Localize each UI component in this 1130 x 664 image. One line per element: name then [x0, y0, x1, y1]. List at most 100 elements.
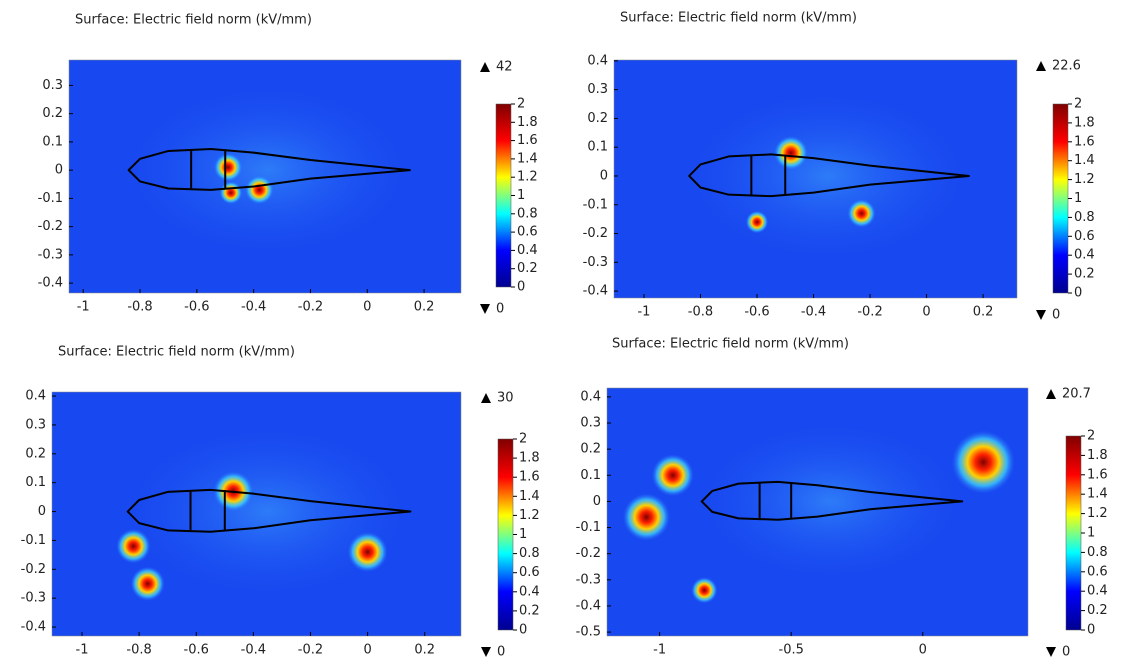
x-tick-label: 0 [363, 643, 371, 658]
max-label: 22.6 [1052, 59, 1081, 74]
plot-frame [68, 59, 462, 294]
y-tick-label: 0 [38, 504, 46, 519]
x-tick-label: -0.2 [298, 643, 323, 658]
colorbar [495, 103, 512, 288]
y-tick-label: -0.3 [576, 572, 601, 587]
panel: Surface: Electric field norm (kV/mm) -1 -0… [583, 11, 1095, 323]
y-tick-label: -0.1 [38, 191, 63, 206]
airfoil-outline [127, 147, 411, 191]
colorbar [497, 438, 514, 631]
y-tick-label: -0.1 [21, 533, 46, 548]
airfoil-outline [700, 480, 964, 521]
colorbar-tick-label: 0.6 [519, 565, 540, 580]
y-tick-label: -0.1 [576, 520, 601, 535]
y-tick-label: 0.1 [42, 134, 63, 149]
x-tick-label: 0 [363, 300, 371, 315]
y-tick-label: 0.3 [42, 78, 63, 93]
y-tick-label: 0.2 [580, 442, 601, 457]
y-tick-label: 0.2 [25, 446, 46, 461]
y-tick-label: 0.1 [580, 468, 601, 483]
x-tick-label: -1 [77, 300, 90, 315]
max-marker [1046, 389, 1056, 399]
colorbar-tick-label: 0.6 [517, 225, 538, 240]
colorbar-tick-label: 0 [517, 280, 525, 295]
colorbar-tick-label: 1.4 [517, 151, 538, 166]
y-tick-label: 0.2 [42, 106, 63, 121]
x-tick-label: -0.8 [127, 300, 152, 315]
colorbar-tick-label: 1.6 [1087, 467, 1108, 482]
field-halo [672, 82, 984, 270]
y-tick-label: 0 [593, 494, 601, 509]
min-label: 0 [497, 645, 505, 660]
x-tick-label: -0.5 [779, 643, 804, 658]
field-hotspot [116, 529, 151, 564]
colorbar-tick-label: 1 [517, 188, 525, 203]
field-halo [111, 76, 425, 264]
colorbar-tick-label: 1.2 [517, 170, 538, 185]
y-tick-label: -0.1 [583, 197, 608, 212]
panel: Surface: Electric field norm (kV/mm) -1 -0… [576, 337, 1108, 660]
x-tick-label: -0.8 [688, 305, 713, 320]
y-tick-label: 0.3 [580, 416, 601, 431]
colorbar-tick-label: 1.2 [1087, 506, 1108, 521]
x-tick-label: 0.2 [973, 305, 994, 320]
colorbar-tick-label: 1 [1087, 526, 1095, 541]
colorbar-tick-label: 0.8 [1087, 545, 1108, 560]
colorbar-tick-label: 0 [1074, 286, 1082, 301]
plot-frame [613, 59, 1018, 299]
field-halo [685, 414, 976, 589]
colorbar-tick-label: 0.6 [1074, 229, 1095, 244]
x-tick-label: -0.6 [184, 643, 209, 658]
y-tick-label: 0.4 [25, 389, 46, 404]
colorbar-tick-label: 1.6 [519, 470, 540, 485]
colorbar-tick-label: 1.8 [517, 115, 538, 130]
plot-frame [606, 387, 1029, 637]
field-hotspot [951, 430, 1015, 494]
plot-frame [51, 391, 462, 637]
x-tick-label: -0.4 [801, 305, 826, 320]
min-marker [1046, 647, 1056, 657]
colorbar [1052, 103, 1069, 294]
field-hotspot [245, 175, 274, 205]
y-tick-label: -0.2 [38, 219, 63, 234]
panel: Surface: Electric field norm (kV/mm) -1 -0… [21, 345, 540, 660]
colorbar-tick-label: 0 [519, 623, 527, 638]
panel-title: Surface: Electric field norm (kV/mm) [75, 13, 312, 28]
x-tick-label: 0 [919, 643, 927, 658]
min-label: 0 [1062, 645, 1070, 660]
min-label: 0 [1052, 308, 1060, 323]
y-tick-label: -0.4 [576, 598, 601, 613]
colorbar-tick-label: 0.2 [519, 603, 540, 618]
colorbar-tick-label: 0.4 [517, 243, 538, 258]
colorbar-tick-label: 2 [1074, 97, 1082, 112]
y-tick-label: 0.1 [587, 140, 608, 155]
colorbar-tick-label: 1 [519, 527, 527, 542]
max-marker [1036, 61, 1046, 71]
y-tick-label: 0.3 [25, 417, 46, 432]
colorbar-tick-label: 0.4 [1074, 248, 1095, 263]
colorbar-tick-label: 1.2 [519, 508, 540, 523]
y-tick-label: -0.4 [38, 276, 63, 291]
y-tick-label: 0 [600, 168, 608, 183]
y-tick-label: -0.4 [21, 620, 46, 635]
x-tick-label: 0 [922, 305, 930, 320]
y-tick-label: 0.3 [587, 82, 608, 97]
field-hotspot [745, 210, 769, 234]
colorbar-tick-label: 1 [1074, 191, 1082, 206]
colorbar-tick-label: 1.8 [1087, 448, 1108, 463]
colorbar-tick-label: 0.2 [1074, 267, 1095, 282]
colorbar-tick-label: 0.8 [517, 206, 538, 221]
colorbar-tick-label: 0 [1087, 623, 1095, 638]
max-marker [480, 62, 490, 72]
x-tick-label: -0.2 [857, 305, 882, 320]
x-tick-label: -0.4 [241, 300, 266, 315]
colorbar-tick-label: 1.2 [1074, 172, 1095, 187]
field-halo [110, 417, 425, 606]
y-tick-label: -0.2 [576, 546, 601, 561]
colorbar-tick-label: 0.2 [1087, 603, 1108, 618]
panel-title: Surface: Electric field norm (kV/mm) [620, 11, 857, 26]
y-tick-label: 0.4 [580, 389, 601, 404]
panel-title: Surface: Electric field norm (kV/mm) [58, 345, 295, 360]
field-hotspot [847, 199, 876, 228]
